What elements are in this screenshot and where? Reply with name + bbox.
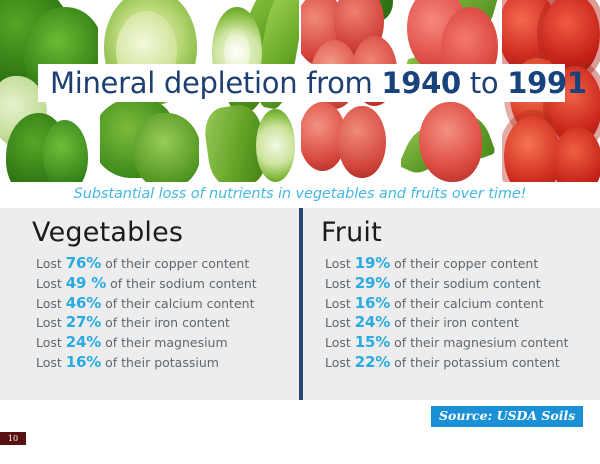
stat-suffix: of their copper content bbox=[101, 256, 250, 271]
title-year-start: 1940 bbox=[381, 65, 461, 100]
fruit-stat-list: Lost 19% of their copper content Lost 29… bbox=[303, 248, 600, 373]
list-item: Lost 16% of their potassium bbox=[36, 353, 299, 373]
stat-suffix: of their sodium content bbox=[390, 275, 541, 291]
list-item: Lost 29% of their sodium content bbox=[325, 274, 600, 294]
stat-percent: 46% bbox=[65, 293, 102, 312]
stat-percent: 16% bbox=[354, 293, 391, 312]
stat-percent: 24% bbox=[65, 333, 102, 352]
vegetables-stat-list: Lost 76% of their copper content Lost 49… bbox=[0, 248, 299, 373]
list-item: Lost 46% of their calcium content bbox=[36, 294, 299, 314]
stat-suffix: of their potassium bbox=[101, 354, 219, 370]
stat-prefix: Lost bbox=[36, 295, 66, 311]
title-year-end: 1991 bbox=[507, 65, 587, 100]
stat-prefix: Lost bbox=[36, 275, 66, 291]
stat-suffix: of their magnesium bbox=[101, 335, 228, 351]
stat-suffix: of their sodium content bbox=[106, 275, 257, 291]
stat-prefix: Lost bbox=[36, 354, 66, 370]
subtitle: Substantial loss of nutrients in vegetab… bbox=[73, 186, 527, 202]
stat-prefix: Lost bbox=[36, 315, 66, 331]
list-item: Lost 16% of their calcium content bbox=[325, 294, 600, 314]
stat-percent: 15% bbox=[354, 333, 391, 352]
vegetables-heading: Vegetables bbox=[32, 217, 184, 248]
title-connector: to bbox=[460, 65, 508, 100]
stat-suffix: of their copper content bbox=[390, 256, 539, 271]
list-item: Lost 24% of their iron content bbox=[325, 313, 600, 333]
stat-prefix: Lost bbox=[325, 315, 355, 331]
dragonfruit-art bbox=[401, 0, 500, 182]
stat-suffix: of their potassium content bbox=[390, 354, 560, 370]
title-band: Mineral depletion from 1940 to 1991 bbox=[38, 64, 587, 102]
list-item: Lost 19% of their copper content bbox=[325, 254, 600, 274]
vegetables-column: Vegetables Lost 76% of their copper cont… bbox=[0, 208, 299, 400]
list-item: Lost 15% of their magnesium content bbox=[325, 333, 600, 353]
stat-percent: 76% bbox=[65, 254, 102, 272]
stat-prefix: Lost bbox=[36, 335, 66, 351]
stat-percent: 24% bbox=[354, 313, 391, 332]
stat-prefix: Lost bbox=[325, 354, 355, 370]
stat-percent: 27% bbox=[65, 313, 102, 332]
title-lead: Mineral depletion from bbox=[50, 65, 382, 100]
page-number-badge: 10 bbox=[0, 432, 26, 445]
list-item: Lost 27% of their iron content bbox=[36, 313, 299, 333]
list-item: Lost 22% of their potassium content bbox=[325, 353, 600, 373]
list-item: Lost 24% of their magnesium bbox=[36, 333, 299, 353]
stat-prefix: Lost bbox=[325, 275, 355, 291]
stat-percent: 22% bbox=[354, 352, 391, 371]
stat-percent: 29% bbox=[354, 273, 391, 292]
stat-prefix: Lost bbox=[325, 295, 355, 311]
fruit-heading: Fruit bbox=[321, 217, 382, 248]
stat-prefix: Lost bbox=[325, 335, 355, 351]
list-item: Lost 49 % of their sodium content bbox=[36, 274, 299, 294]
stat-prefix: Lost bbox=[325, 256, 355, 271]
stat-suffix: of their magnesium content bbox=[390, 335, 569, 351]
source-badge: Source: USDA Soils bbox=[431, 406, 584, 428]
stat-suffix: of their iron content bbox=[101, 315, 230, 331]
stat-percent: 49 % bbox=[65, 273, 107, 292]
stat-suffix: of their calcium content bbox=[390, 295, 544, 311]
column-divider bbox=[299, 208, 303, 400]
stat-suffix: of their iron content bbox=[390, 315, 519, 331]
stat-percent: 16% bbox=[65, 352, 102, 371]
stat-percent: 19% bbox=[354, 254, 391, 272]
page-title: Mineral depletion from 1940 to 1991 bbox=[38, 65, 587, 100]
list-item: Lost 76% of their copper content bbox=[36, 254, 299, 274]
fruit-column: Fruit Lost 19% of their copper content L… bbox=[303, 208, 600, 400]
broccoli-art bbox=[0, 0, 99, 182]
stat-prefix: Lost bbox=[36, 256, 66, 271]
stat-suffix: of their calcium content bbox=[101, 295, 255, 311]
